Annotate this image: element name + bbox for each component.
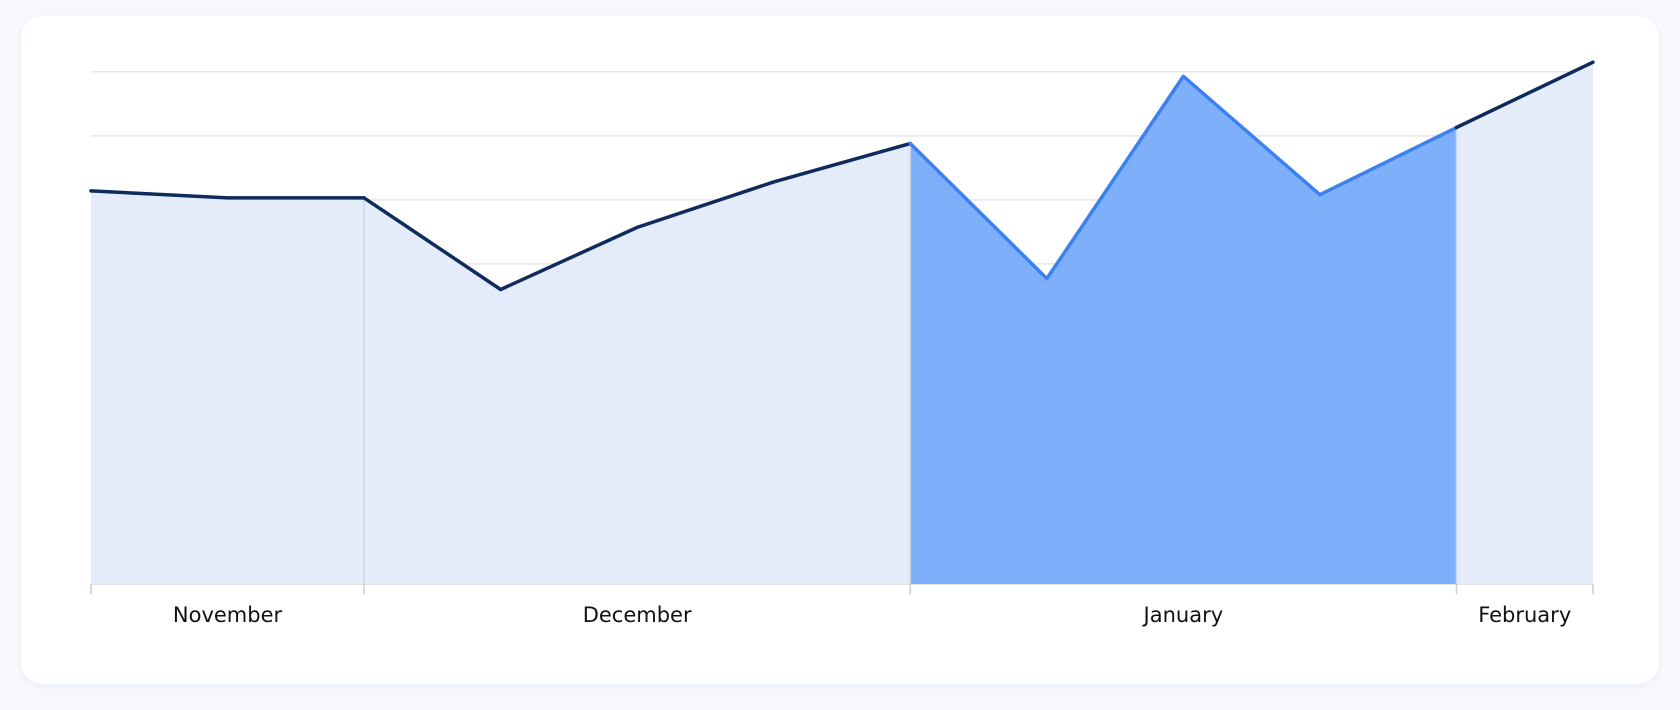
area <box>910 76 1457 584</box>
x-tick-label: January <box>1142 603 1224 627</box>
area <box>1456 62 1593 584</box>
x-tick-label: November <box>173 603 283 627</box>
x-tick-label: February <box>1478 603 1571 627</box>
line <box>362 141 913 292</box>
x-tick-label: December <box>583 603 692 627</box>
line <box>1454 60 1595 130</box>
area <box>364 143 911 584</box>
line <box>908 74 1459 281</box>
line <box>89 189 366 200</box>
area <box>91 190 365 584</box>
